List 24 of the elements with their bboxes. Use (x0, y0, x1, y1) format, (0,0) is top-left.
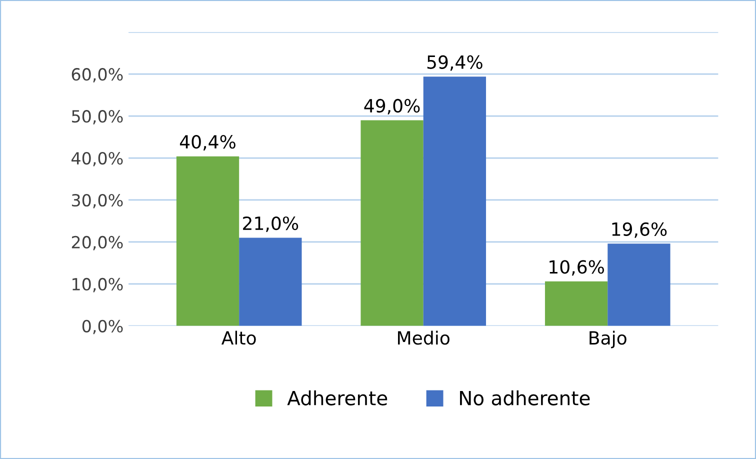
y-tick-label: 10,0% (72, 278, 123, 292)
legend-label: Adherente (287, 390, 388, 406)
bar (176, 156, 240, 326)
data-label: 49,0% (364, 98, 420, 114)
legend-label: No adherente (460, 390, 590, 406)
bar (423, 76, 486, 326)
y-tick-label: 0,0% (82, 320, 123, 334)
bar (544, 281, 608, 326)
data-label: 59,4% (427, 55, 482, 71)
data-label: 19,6% (612, 222, 667, 238)
data-label: 21,0% (243, 216, 298, 232)
y-tick-label: 30,0% (72, 194, 123, 208)
bar (239, 238, 302, 326)
y-tick-label: 50,0% (72, 110, 123, 124)
data-label: 10,6% (550, 260, 604, 276)
x-tick-label: Bajo (590, 330, 626, 348)
y-tick-label: 60,0% (72, 68, 123, 82)
bar (360, 120, 424, 326)
y-tick-label: 40,0% (72, 152, 123, 166)
data-label: 40,4% (180, 135, 236, 151)
y-tick-label: 20,0% (72, 236, 123, 250)
x-tick-label: Medio (398, 330, 450, 345)
bar (608, 244, 670, 326)
x-tick-label: Alto (221, 330, 256, 345)
